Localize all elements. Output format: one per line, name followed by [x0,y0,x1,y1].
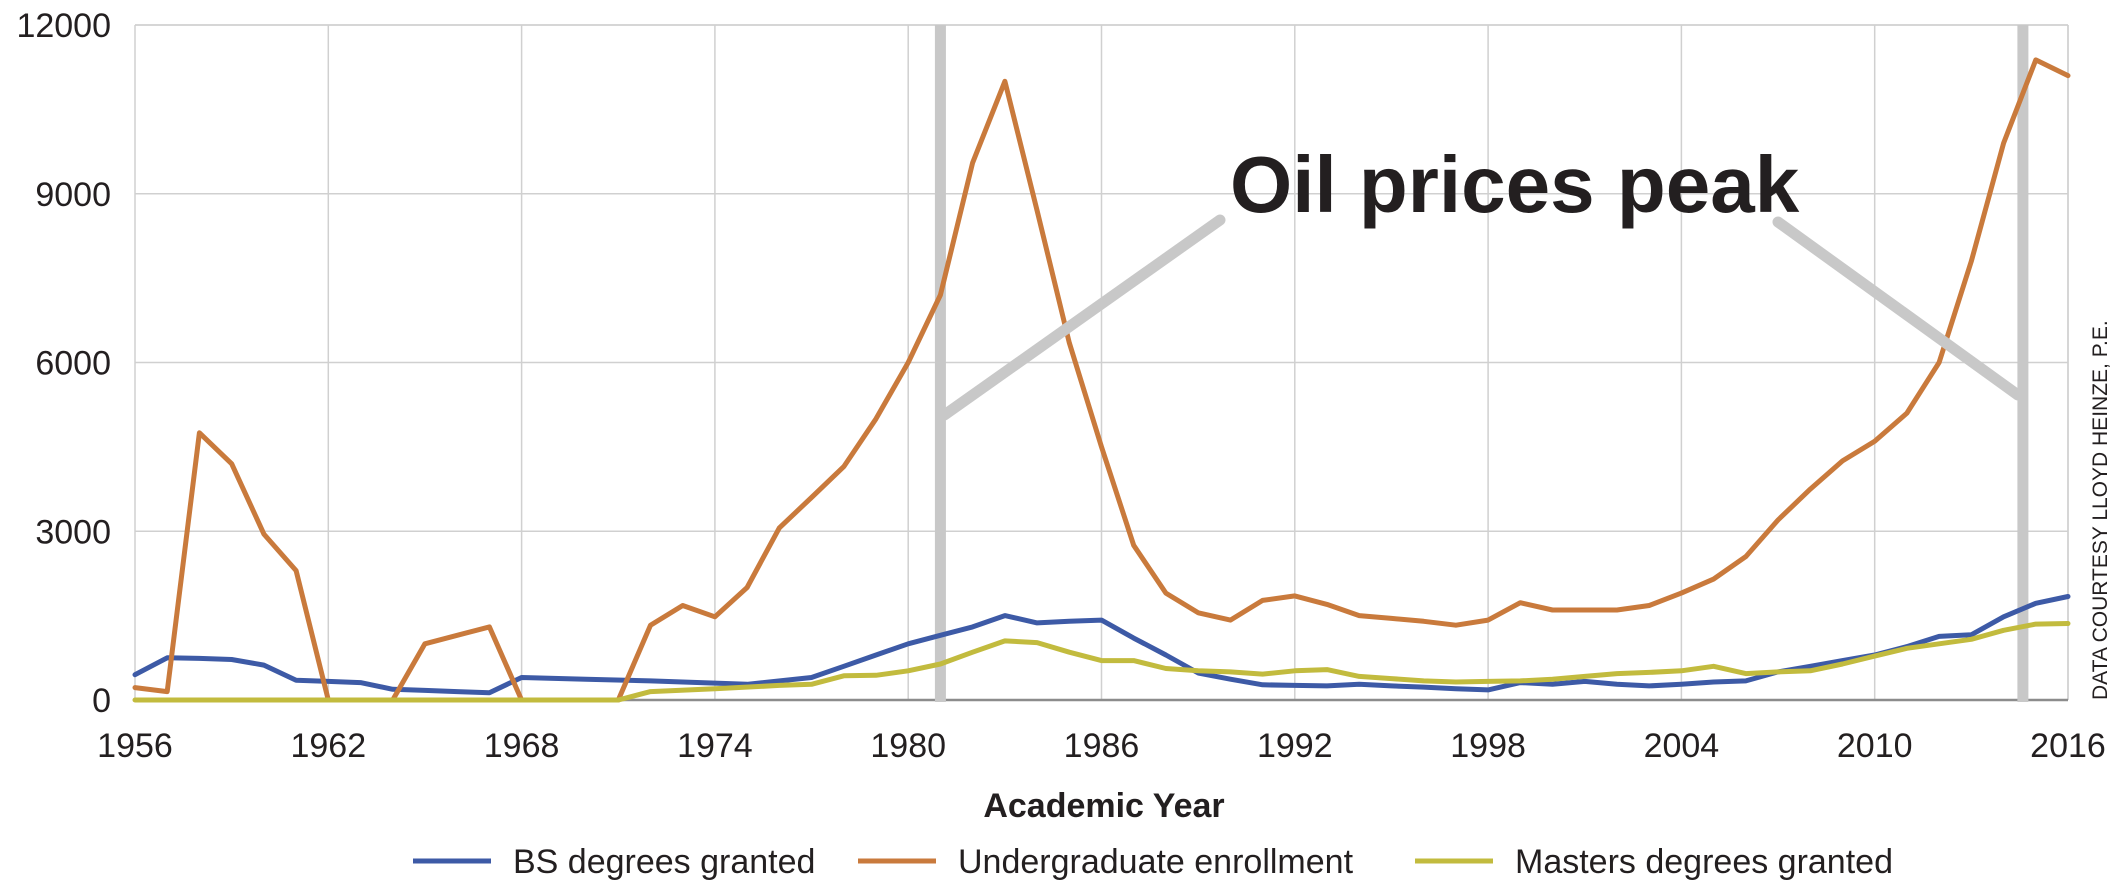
legend: BS degrees granted Undergraduate enrollme… [413,843,1893,881]
x-tick-label: 1986 [1064,727,1140,765]
legend-label: BS degrees granted [513,843,815,881]
oil-peak-markers [934,25,2029,702]
annotation-pointer [938,214,1226,421]
series-line [132,621,2071,703]
x-tick-label: 2010 [1837,727,1913,765]
tick-labels: 0 3000 6000 9000 12000 1956 1962 1968 1974 1980 19… [16,7,2105,765]
x-tick-label: 1992 [1257,727,1333,765]
gridlines [134,24,2069,700]
data-credit: DATA COURTESY LLOYD HEINZE, P.E. [2089,320,2112,700]
x-tick-label: 1956 [97,727,173,765]
series-line [132,57,2071,703]
annotation-pointer [1772,216,2024,401]
x-axis-title: Academic Year [983,787,1224,825]
x-tick-label: 1974 [677,727,753,765]
x-tick-label: 1968 [484,727,560,765]
legend-label: Undergraduate enrollment [958,843,1354,881]
x-tick-label: 2016 [2030,727,2106,765]
y-tick-label: 12000 [16,7,111,45]
x-tick-label: 1980 [870,727,946,765]
series-lines [132,57,2071,703]
annotation-oil-prices-peak: Oil prices peak [1230,140,1800,229]
annotation-pointers [938,214,2024,421]
y-tick-label: 6000 [35,345,111,383]
y-tick-label: 0 [92,682,111,720]
y-tick-label: 3000 [35,513,111,551]
x-tick-label: 2004 [1644,727,1720,765]
y-tick-label: 9000 [35,176,111,214]
legend-label: Masters degrees granted [1515,843,1893,881]
x-tick-label: 1962 [290,727,366,765]
x-tick-label: 1998 [1450,727,1526,765]
